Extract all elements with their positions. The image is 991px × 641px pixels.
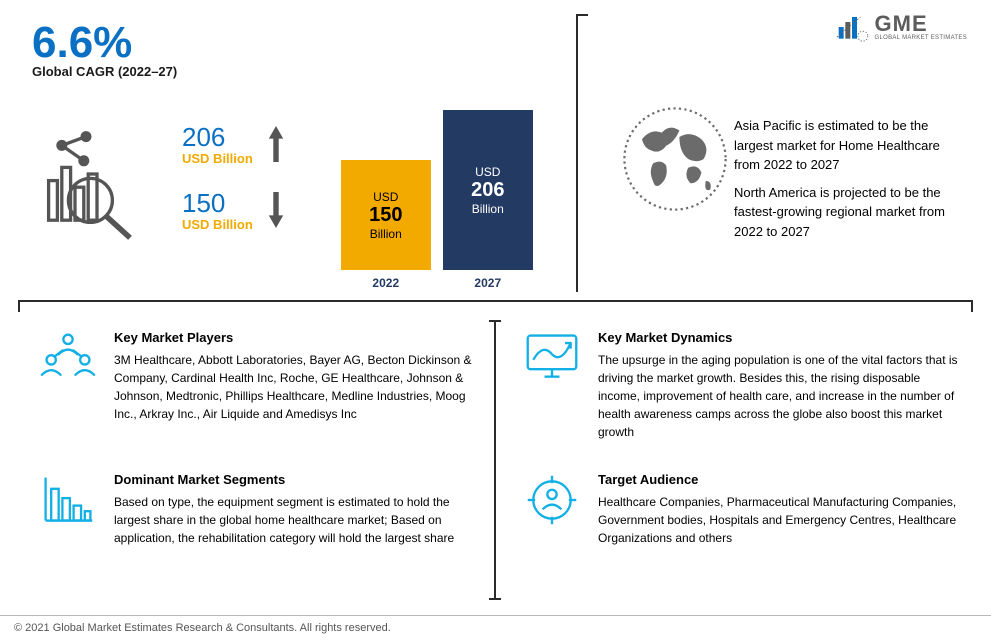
bar-2022-unit: Billion [370,227,402,241]
bar-2027-block: USD 206 Billion [443,110,533,270]
people-icon [40,330,96,386]
logo: GME GLOBAL MARKET ESTIMATES [835,12,967,42]
quad-dynamics: Key Market Dynamics The upsurge in the a… [524,330,958,441]
monitor-trend-icon [524,330,580,386]
quad-key-players-title: Key Market Players [114,330,474,345]
logo-icon [835,12,869,42]
quad-key-players: Key Market Players 3M Healthcare, Abbott… [40,330,474,423]
value-low-num: 150 [182,188,253,219]
quad-dynamics-body: The upsurge in the aging population is o… [598,351,958,441]
value-low: 150 USD Billion [182,188,285,232]
value-high-num: 206 [182,122,253,153]
cagr-label: Global CAGR (2022–27) [32,64,177,79]
bar-2027-year: 2027 [474,276,501,290]
bar-2027: USD 206 Billion 2027 [443,110,533,290]
target-person-icon [524,472,580,528]
quad-dynamics-title: Key Market Dynamics [598,330,958,345]
footer-copyright: © 2021 Global Market Estimates Research … [0,615,991,641]
quad-key-players-body: 3M Healthcare, Abbott Laboratories, Baye… [114,351,474,423]
value-high-unit: USD Billion [182,151,253,166]
arrow-down-icon [267,188,285,232]
separator-vertical-lower [494,320,496,600]
cagr-value: 6.6% [32,18,177,68]
bar-2027-unit: Billion [472,202,504,216]
bar-2022-value: 150 [369,204,402,227]
bar-2027-usd: USD [475,165,500,179]
quad-audience-body: Healthcare Companies, Pharmaceutical Man… [598,493,958,547]
bar-chart-icon [40,472,96,528]
region-line2: North America is projected to be the fas… [734,183,964,242]
bar-2022-usd: USD [373,190,398,204]
value-low-unit: USD Billion [182,217,253,232]
logo-text: GME [875,13,967,35]
separator-horizontal [18,300,973,302]
bar-chart: USD 150 Billion 2022 USD 206 Billion 202… [341,100,533,290]
quad-audience: Target Audience Healthcare Companies, Ph… [524,472,958,547]
region-text: Asia Pacific is estimated to be the larg… [734,116,964,241]
quad-segments: Dominant Market Segments Based on type, … [40,472,474,547]
quad-segments-body: Based on type, the equipment segment is … [114,493,474,547]
bar-2022: USD 150 Billion 2022 [341,160,431,290]
cagr-header: 6.6% Global CAGR (2022–27) [32,18,177,79]
analytics-icon [42,130,152,240]
quad-segments-title: Dominant Market Segments [114,472,474,487]
region-line1: Asia Pacific is estimated to be the larg… [734,116,964,175]
value-stack: 206 USD Billion 150 USD Billion [182,122,285,300]
value-high: 206 USD Billion [182,122,285,166]
arrow-up-icon [267,122,285,166]
quad-audience-title: Target Audience [598,472,958,487]
bar-2022-block: USD 150 Billion [341,160,431,270]
globe-icon [620,104,730,214]
logo-tagline: GLOBAL MARKET ESTIMATES [875,35,967,41]
bar-2027-value: 206 [471,179,504,202]
bar-2022-year: 2022 [372,276,399,290]
